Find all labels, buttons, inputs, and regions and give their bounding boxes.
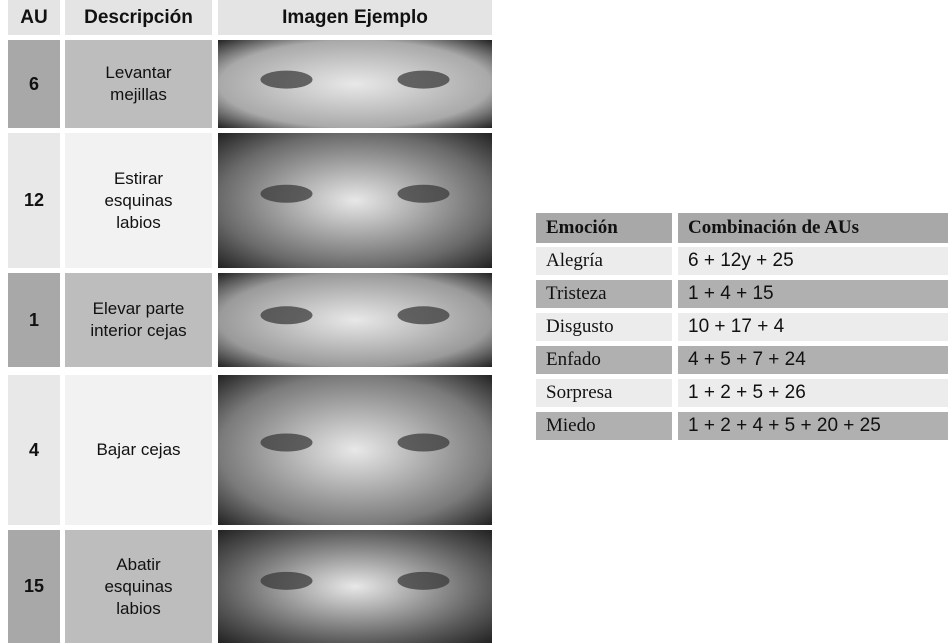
au-description: Bajar cejas	[65, 375, 212, 525]
au-combination: 1 + 2 + 5 + 26	[678, 379, 948, 407]
column-header: Emoción	[536, 213, 672, 243]
face-sketch	[260, 184, 450, 203]
emotion-name: Disgusto	[536, 313, 672, 341]
au-combination: 4 + 5 + 7 + 24	[678, 346, 948, 374]
emotion-name: Enfado	[536, 346, 672, 374]
au-number: 4	[8, 375, 60, 525]
au-description: Elevar parte interior cejas	[65, 273, 212, 367]
au-combination: 10 + 17 + 4	[678, 313, 948, 341]
au-description: Estirar esquinas labios	[65, 133, 212, 268]
example-image	[218, 375, 492, 525]
example-image	[218, 133, 492, 268]
emotion-name: Miedo	[536, 412, 672, 440]
face-sketch	[260, 571, 450, 590]
emotion-name: Sorpresa	[536, 379, 672, 407]
au-number: 15	[8, 530, 60, 643]
example-image	[218, 40, 492, 128]
face-sketch	[260, 70, 450, 89]
au-number: 6	[8, 40, 60, 128]
column-header: Combinación de AUs	[678, 213, 948, 243]
au-description: Abatir esquinas labios	[65, 530, 212, 643]
au-number: 1	[8, 273, 60, 367]
emotion-name: Alegría	[536, 247, 672, 275]
au-combination: 1 + 2 + 4 + 5 + 20 + 25	[678, 412, 948, 440]
column-header: AU	[8, 0, 60, 35]
face-sketch	[260, 433, 450, 452]
au-number: 12	[8, 133, 60, 268]
face-sketch	[260, 306, 450, 325]
column-header: Imagen Ejemplo	[218, 0, 492, 35]
au-combination: 6 + 12y + 25	[678, 247, 948, 275]
example-image	[218, 530, 492, 643]
emotion-name: Tristeza	[536, 280, 672, 308]
au-combination: 1 + 4 + 15	[678, 280, 948, 308]
example-image	[218, 273, 492, 367]
column-header: Descripción	[65, 0, 212, 35]
au-description: Levantar mejillas	[65, 40, 212, 128]
